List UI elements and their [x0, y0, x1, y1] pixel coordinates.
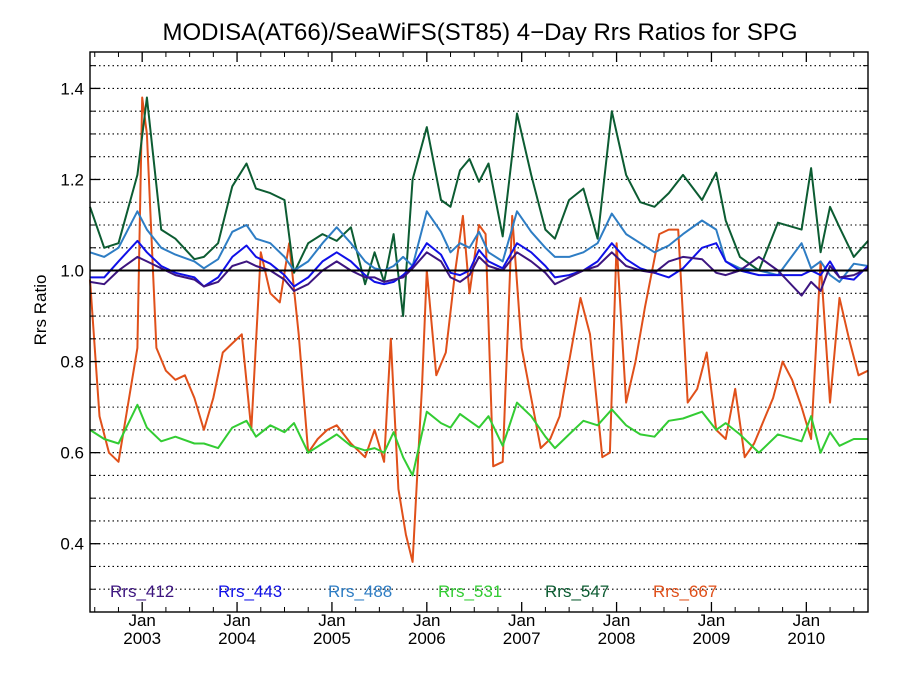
- chart-title: MODISA(AT66)/SeaWiFS(ST85) 4−Day Rrs Rat…: [162, 19, 797, 46]
- x-tick-month-label: Jan: [793, 611, 820, 630]
- y-tick-label: 0.8: [60, 353, 84, 372]
- series-line-rrs-531: [89, 401, 868, 477]
- x-tick-year-label: 2010: [787, 629, 825, 648]
- legend-entry-rrs-547: Rrs_547: [545, 582, 609, 601]
- x-tick-year-label: 2007: [503, 629, 541, 648]
- x-tick-month-label: Jan: [698, 611, 725, 630]
- x-tick-month-label: Jan: [128, 611, 155, 630]
- x-tick-year-label: 2003: [123, 629, 161, 648]
- y-tick-label: 1.2: [60, 170, 84, 189]
- series-lines: [89, 96, 869, 563]
- series-line-rrs-443: [90, 239, 869, 288]
- x-tick-year-label: 2009: [693, 629, 731, 648]
- legend-entry-rrs-412: Rrs_412: [110, 582, 174, 601]
- series-line-rrs-412: [89, 251, 869, 297]
- y-tick-label: 1.4: [60, 79, 84, 98]
- x-tick-month-label: Jan: [603, 611, 630, 630]
- gridlines: [90, 65, 868, 590]
- x-tick-year-label: 2008: [598, 629, 636, 648]
- legend-entry-rrs-667: Rrs_667: [653, 582, 717, 601]
- x-tick-month-label: Jan: [413, 611, 440, 630]
- x-tick-month-label: Jan: [508, 611, 535, 630]
- x-tick-year-label: 2004: [218, 629, 256, 648]
- legend-entry-rrs-443: Rrs_443: [218, 582, 282, 601]
- legend-entry-rrs-531: Rrs_531: [438, 582, 502, 601]
- plot-frame: [89, 51, 869, 613]
- x-tick-year-label: 2005: [313, 629, 351, 648]
- legend-entry-rrs-488: Rrs_488: [328, 582, 392, 601]
- y-tick-label: 0.6: [60, 444, 84, 463]
- axes: 0.40.60.81.01.21.4Jan2003Jan2004Jan2005J…: [60, 51, 869, 648]
- y-tick-label: 0.4: [60, 535, 84, 554]
- x-tick-year-label: 2006: [408, 629, 446, 648]
- x-tick-month-label: Jan: [223, 611, 250, 630]
- y-axis-label: Rrs Ratio: [31, 275, 50, 346]
- series-line-rrs-547: [89, 96, 869, 318]
- y-tick-label: 1.0: [60, 262, 84, 281]
- x-tick-month-label: Jan: [318, 611, 345, 630]
- legend: Rrs_412 Rrs_443 Rrs_488 Rrs_531 Rrs_547 Rrs_6…: [110, 582, 717, 601]
